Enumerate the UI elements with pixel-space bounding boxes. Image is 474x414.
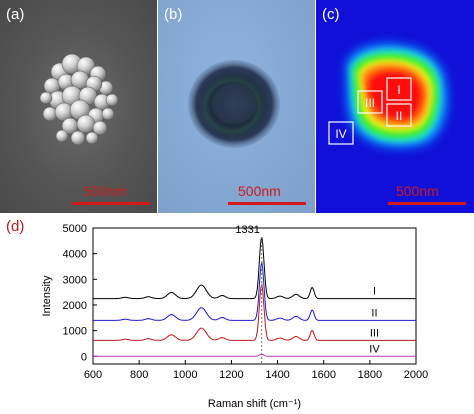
- x-axis-label: Raman shift (cm⁻¹): [208, 398, 301, 410]
- region-III-label: III: [365, 96, 375, 110]
- x-tick-label: 800: [130, 369, 148, 381]
- series-label-III: III: [370, 327, 379, 339]
- x-tick-label: 1600: [311, 369, 335, 381]
- y-axis-label: Intensity: [41, 275, 53, 316]
- x-tick-label: 2000: [404, 369, 428, 381]
- optical-particle-image: [188, 60, 280, 148]
- y-tick-label: 0: [81, 351, 87, 363]
- sem-particle-image: [39, 53, 119, 146]
- panel-d-label: (d): [6, 218, 25, 235]
- sem-nanoparticle: [39, 91, 53, 105]
- sem-nanoparticle: [92, 120, 108, 136]
- panel-b-optical-image: (b) 500nm: [158, 0, 315, 213]
- sem-nanoparticle: [42, 106, 58, 122]
- region-I-box: [386, 77, 412, 101]
- region-III-box: [357, 90, 383, 114]
- x-tick-label: 1800: [358, 369, 382, 381]
- x-tick-label: 1400: [265, 369, 289, 381]
- panel-c-scalebar: [388, 202, 466, 205]
- region-IV-label: IV: [335, 127, 346, 141]
- panel-c-scale-text: 500nm: [396, 183, 439, 199]
- panel-a-label: (a): [6, 6, 25, 23]
- panel-b-label: (b): [164, 6, 183, 23]
- region-II-box: [386, 103, 412, 127]
- region-IV-box: [328, 121, 354, 145]
- y-tick-label: 3000: [63, 274, 87, 286]
- raman-heatmap: I II III IV: [328, 43, 448, 148]
- plot-frame: [92, 227, 417, 365]
- panel-d-raman-spectra: (d) 600 800 1000 1200 1400 1600 1800 2000 0 1000…: [0, 214, 474, 414]
- x-tick-label: 1200: [219, 369, 243, 381]
- region-II-label: II: [396, 109, 403, 123]
- raman-spectra-chart: 600 800 1000 1200 1400 1600 1800 2000 0 1000 2000…: [41, 223, 428, 410]
- region-I-label: I: [397, 83, 400, 97]
- panel-c-raman-map: I II III IV (c) 500nm: [316, 0, 474, 213]
- spectrum-line-III: [93, 282, 416, 341]
- y-tick-label: 4000: [63, 249, 87, 261]
- series-label-IV: IV: [369, 343, 380, 355]
- panel-a-scalebar: [72, 202, 150, 205]
- spectrum-line-IV: [93, 353, 416, 357]
- panel-b-scalebar: [228, 202, 306, 205]
- series-label-II: II: [371, 307, 377, 319]
- spectrum-line-I: [93, 237, 416, 300]
- series-label-I: I: [373, 286, 376, 298]
- panel-a-scale-text: 500nm: [84, 183, 127, 199]
- panel-a-sem-image: (a) 500nm: [0, 0, 157, 213]
- spectrum-line-II: [93, 260, 416, 321]
- y-tick-label: 2000: [63, 300, 87, 312]
- y-tick-label: 5000: [63, 223, 87, 235]
- sem-nanoparticle: [55, 129, 69, 143]
- x-tick-label: 1000: [173, 369, 197, 381]
- x-tick-label: 600: [84, 369, 102, 381]
- sem-nanoparticle: [76, 114, 96, 134]
- panel-c-label: (c): [322, 6, 340, 23]
- sem-nanoparticle: [105, 93, 119, 107]
- sem-nanoparticle: [85, 131, 99, 145]
- y-tick-label: 1000: [63, 326, 87, 338]
- sem-nanoparticle: [70, 130, 86, 146]
- peak-annotation: 1331: [235, 224, 259, 236]
- sem-nanoparticle: [101, 107, 115, 121]
- panel-b-scale-text: 500nm: [238, 183, 281, 199]
